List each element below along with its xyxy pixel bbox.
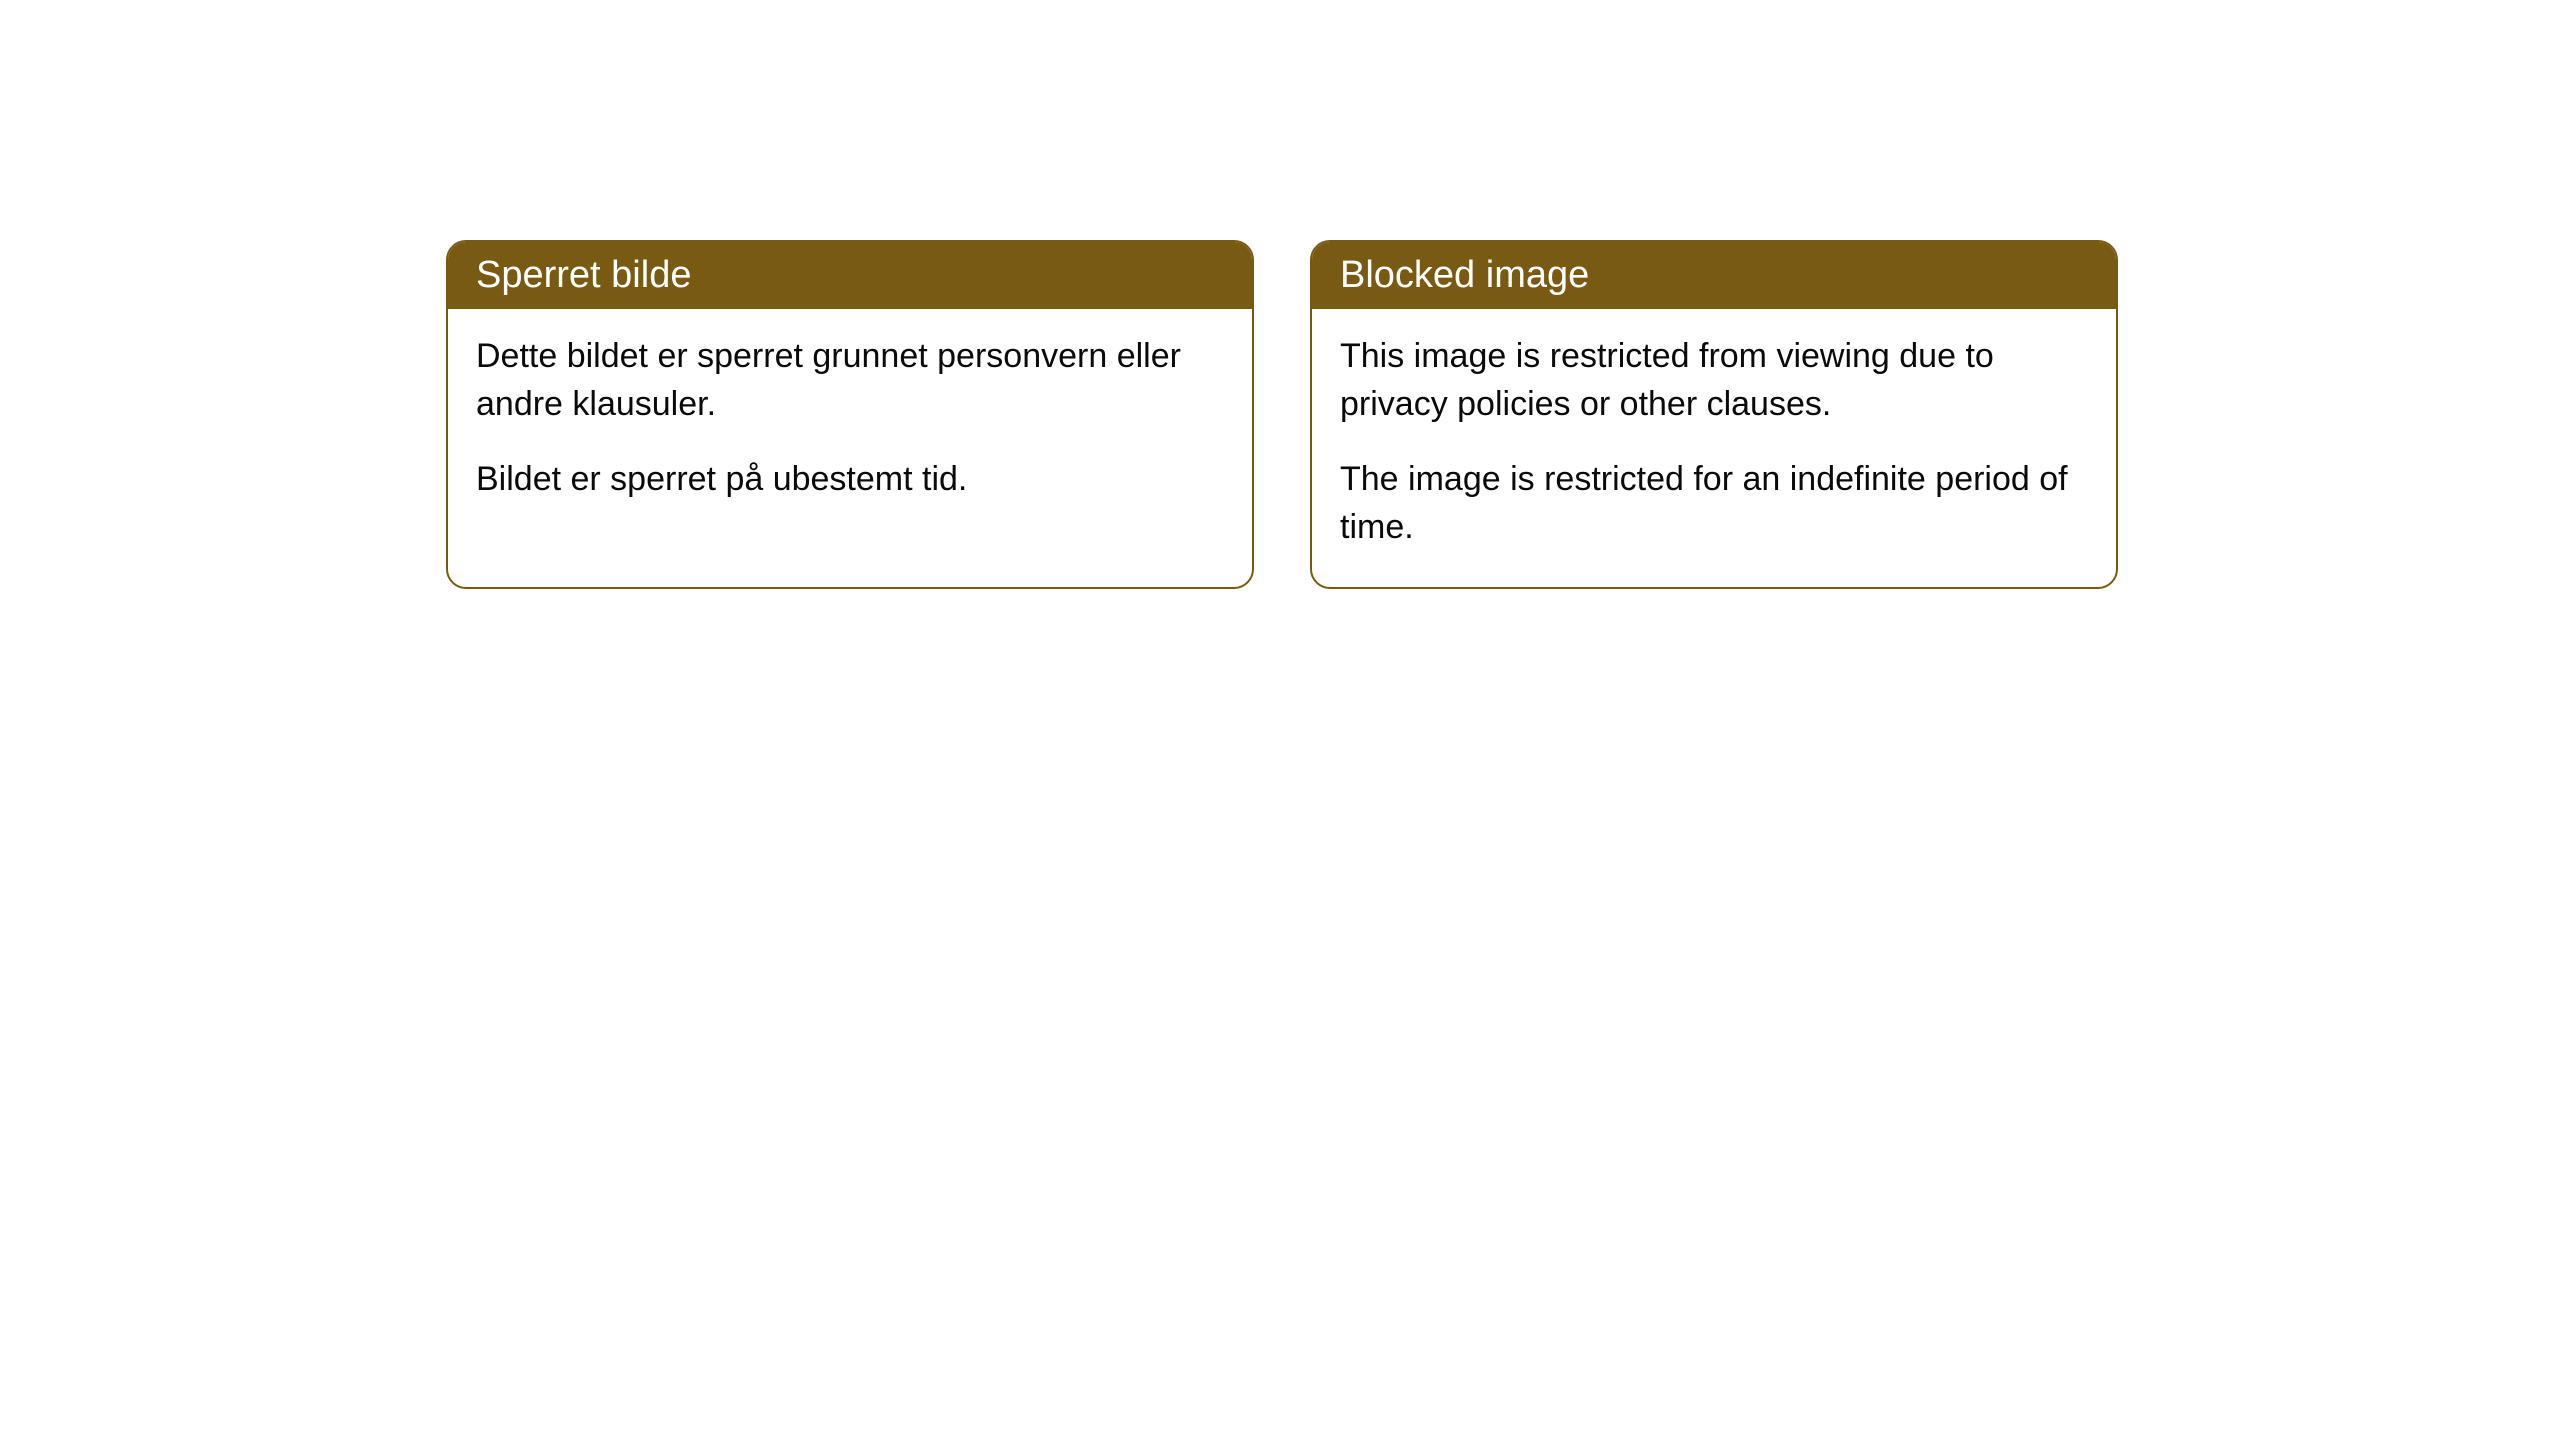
blocked-image-card-english: Blocked image This image is restricted f… bbox=[1310, 240, 2118, 589]
card-paragraph-1-english: This image is restricted from viewing du… bbox=[1340, 333, 2088, 428]
card-body-english: This image is restricted from viewing du… bbox=[1312, 309, 2116, 587]
notice-cards-container: Sperret bilde Dette bildet er sperret gr… bbox=[446, 240, 2118, 589]
card-title-norwegian: Sperret bilde bbox=[476, 254, 691, 296]
card-header-norwegian: Sperret bilde bbox=[448, 242, 1252, 309]
blocked-image-card-norwegian: Sperret bilde Dette bildet er sperret gr… bbox=[446, 240, 1254, 589]
card-paragraph-2-english: The image is restricted for an indefinit… bbox=[1340, 456, 2088, 551]
card-header-english: Blocked image bbox=[1312, 242, 2116, 309]
card-paragraph-1-norwegian: Dette bildet er sperret grunnet personve… bbox=[476, 333, 1224, 428]
card-body-norwegian: Dette bildet er sperret grunnet personve… bbox=[448, 309, 1252, 540]
card-paragraph-2-norwegian: Bildet er sperret på ubestemt tid. bbox=[476, 456, 1224, 504]
card-title-english: Blocked image bbox=[1340, 254, 1589, 296]
